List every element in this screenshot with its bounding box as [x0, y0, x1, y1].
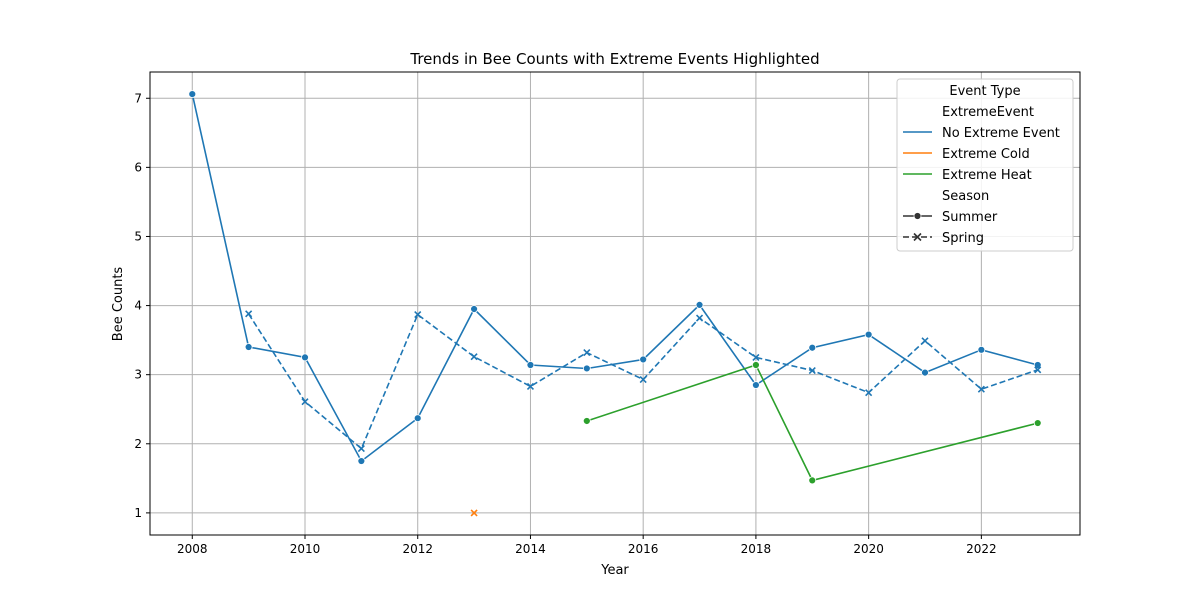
- x-axis: 2008 2010 2012 2014 2016 2018 2020 2022: [177, 535, 997, 556]
- chart-title: Trends in Bee Counts with Extreme Events…: [409, 50, 819, 68]
- y-axis: 1 2 3 4 5 6 7: [134, 91, 150, 520]
- data-point: [1033, 419, 1042, 427]
- series-line: [191, 93, 1038, 463]
- legend-marker: [913, 232, 922, 242]
- data-point: [695, 300, 704, 309]
- data-point: [864, 330, 873, 339]
- data-point: [470, 305, 478, 313]
- legend: Event Type ExtremeEvent No Extreme Event…: [896, 78, 1074, 252]
- data-point: [245, 310, 253, 318]
- data-point: [583, 348, 591, 357]
- x-marker-stroke: [583, 348, 591, 357]
- data-point: [188, 90, 197, 99]
- x-tick-label: 2018: [741, 542, 772, 556]
- x-marker-stroke: [808, 366, 816, 375]
- x-marker-stroke: [752, 353, 760, 361]
- data-point: [808, 343, 817, 352]
- data-point: [639, 375, 647, 384]
- data-point: [808, 476, 817, 485]
- data-point: [752, 361, 760, 369]
- x-marker-stroke: [414, 310, 422, 319]
- data-point: [1034, 366, 1042, 374]
- x-marker-stroke: [526, 382, 535, 390]
- data-point: [582, 417, 591, 425]
- data-point: [977, 345, 986, 354]
- data-point: [808, 366, 816, 375]
- plot-frame: [149, 71, 1081, 536]
- x-tick-label: 2020: [853, 542, 884, 556]
- x-marker-stroke: [470, 509, 478, 517]
- legend-entry: No Extreme Event: [903, 126, 1060, 141]
- x-marker-stroke: [301, 398, 309, 406]
- legend-box: [896, 78, 1074, 252]
- x-marker-stroke: [977, 385, 985, 393]
- x-tick-label: 2022: [966, 542, 997, 556]
- x-marker-stroke: [865, 389, 873, 397]
- x-marker-stroke: [695, 314, 704, 322]
- x-marker-stroke: [639, 375, 647, 384]
- x-marker-stroke: [245, 310, 253, 318]
- x-marker-stroke: [357, 445, 365, 453]
- data-point: [582, 364, 591, 373]
- y-tick-label: 3: [134, 368, 142, 382]
- y-tick-label: 4: [134, 299, 142, 313]
- y-axis-label: Bee Counts: [111, 267, 126, 342]
- data-point: [357, 445, 365, 453]
- data-point: [244, 343, 253, 351]
- data-point: [639, 355, 648, 364]
- data-point: [921, 337, 929, 345]
- y-tick-label: 6: [134, 160, 142, 174]
- series-line: [586, 364, 1038, 482]
- legend-entry: Summer: [903, 210, 998, 225]
- x-marker-stroke: [913, 232, 922, 242]
- data-point: [357, 457, 366, 465]
- legend-entry: Extreme Heat: [903, 168, 1032, 183]
- x-marker-stroke: [470, 353, 478, 361]
- x-tick-label: 2016: [628, 542, 659, 556]
- x-tick-label: 2010: [290, 542, 321, 556]
- legend-marker: [913, 212, 922, 220]
- legend-entry: Spring: [903, 231, 984, 246]
- data-point: [921, 368, 929, 377]
- data-point: [414, 310, 422, 319]
- x-marker-stroke: [1034, 366, 1042, 374]
- x-tick-label: 2014: [515, 542, 546, 556]
- series-extreme-cold-spring: [470, 509, 478, 517]
- data-point: [977, 385, 985, 393]
- legend-label: Spring: [942, 231, 984, 246]
- data-point: [695, 314, 704, 322]
- legend-entry: Extreme Cold: [903, 147, 1030, 162]
- legend-label: No Extreme Event: [942, 126, 1060, 141]
- data-point: [470, 509, 478, 517]
- legend-hue-title: ExtremeEvent: [942, 105, 1034, 120]
- legend-label: Extreme Cold: [942, 147, 1030, 162]
- data-point: [526, 361, 535, 369]
- data-point: [865, 389, 873, 397]
- series-no-extreme-event-summer: [188, 90, 1042, 465]
- data-point: [413, 414, 422, 423]
- x-marker-stroke: [921, 337, 929, 345]
- y-tick-label: 5: [134, 229, 142, 243]
- x-tick-label: 2008: [177, 542, 208, 556]
- series-no-extreme-event-spring: [245, 310, 1042, 453]
- data-point: [1033, 361, 1042, 369]
- data-point: [752, 381, 760, 389]
- x-axis-label: Year: [600, 563, 629, 578]
- data-point: [526, 382, 535, 390]
- series-layer: [188, 90, 1042, 517]
- y-tick-label: 1: [134, 506, 142, 520]
- data-point: [301, 353, 309, 362]
- data-point: [470, 353, 478, 361]
- legend-title: Event Type: [949, 84, 1020, 99]
- y-tick-label: 2: [134, 437, 142, 451]
- legend-style-title: Season: [942, 189, 989, 204]
- y-tick-label: 7: [134, 91, 142, 105]
- data-point: [301, 398, 309, 406]
- data-point: [752, 353, 760, 361]
- x-tick-label: 2012: [402, 542, 433, 556]
- legend-label: Extreme Heat: [942, 168, 1032, 183]
- legend-label: Summer: [942, 210, 998, 225]
- series-extreme-heat-summer: [582, 361, 1042, 485]
